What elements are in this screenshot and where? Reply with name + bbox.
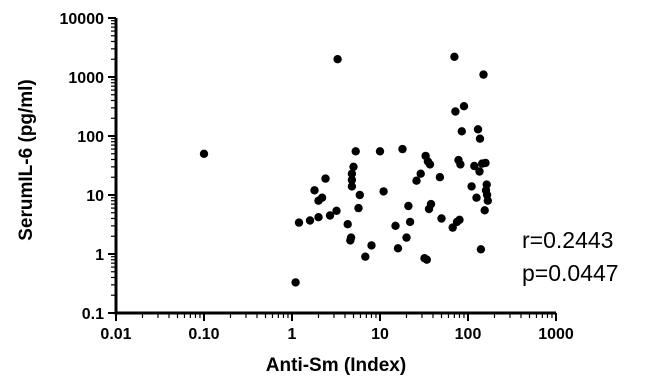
data-point (305, 216, 315, 225)
data-point (349, 162, 358, 171)
x-tick-label: 100 (455, 326, 482, 343)
data-point (355, 190, 364, 200)
data-point (393, 244, 403, 253)
data-point (455, 215, 464, 224)
y-axis-label: SerumIL-6 (pg/ml) (16, 79, 37, 241)
data-point (475, 167, 484, 176)
data-point (367, 241, 376, 250)
data-point (332, 206, 341, 215)
x-tick-label: 0.01 (100, 326, 131, 343)
data-point (450, 52, 459, 61)
data-point (347, 169, 357, 178)
data-points (199, 52, 492, 287)
y-tick-label: 10000 (60, 11, 105, 28)
data-point (416, 169, 425, 178)
data-point (426, 199, 436, 209)
x-tick-label: 1000 (538, 326, 574, 343)
data-point (314, 213, 323, 222)
data-point (475, 134, 485, 143)
data-point (351, 147, 360, 156)
data-point (347, 182, 357, 191)
data-point (457, 127, 466, 136)
data-point (333, 55, 342, 64)
data-point (422, 255, 431, 264)
data-point (375, 147, 385, 156)
data-point (473, 125, 483, 134)
data-point (456, 160, 465, 169)
data-point (199, 149, 209, 158)
data-point (405, 217, 415, 227)
x-tick-label: 10 (371, 326, 389, 343)
data-point (437, 214, 446, 223)
data-point (361, 252, 370, 261)
p-value-annotation: p=0.0447 (522, 260, 619, 286)
x-tick-label: 0.10 (188, 326, 219, 343)
data-point (479, 70, 488, 79)
data-point (480, 206, 489, 215)
data-point (459, 102, 469, 111)
data-point (294, 218, 304, 227)
data-point (291, 278, 300, 287)
data-point (451, 107, 460, 116)
data-point (435, 173, 445, 182)
correlation-r-annotation: r=0.2443 (522, 227, 614, 253)
y-tick-label: 1 (95, 247, 104, 264)
data-point (379, 187, 388, 196)
data-point (310, 186, 319, 195)
data-point (346, 233, 356, 242)
data-point (398, 144, 407, 154)
data-point (482, 180, 491, 189)
y-tick-label: 1000 (68, 70, 104, 87)
data-point (317, 193, 327, 202)
y-tick-label: 100 (77, 129, 104, 146)
data-point (343, 220, 352, 229)
data-point (470, 161, 479, 171)
data-point (391, 221, 400, 230)
data-point (472, 193, 481, 202)
ticks: 0.01 0.10 1 10 100 1000 0.1 1 10 100 1000 10000 (60, 11, 574, 343)
y-tick-label: 0.1 (82, 306, 104, 323)
x-tick-label: 1 (288, 326, 297, 343)
y-tick-label: 10 (86, 188, 104, 205)
data-point (412, 176, 421, 185)
data-point (354, 203, 363, 213)
data-point (476, 245, 486, 254)
data-point (347, 175, 357, 185)
data-point (402, 233, 411, 242)
data-point (321, 174, 330, 183)
x-axis-label: Anti-Sm (Index) (266, 355, 406, 376)
data-point (467, 182, 476, 191)
data-point (404, 201, 413, 211)
data-point (325, 211, 335, 220)
data-point (483, 196, 492, 205)
data-point (425, 160, 435, 169)
data-point (448, 223, 457, 232)
axes (114, 18, 556, 315)
data-point (481, 158, 490, 168)
